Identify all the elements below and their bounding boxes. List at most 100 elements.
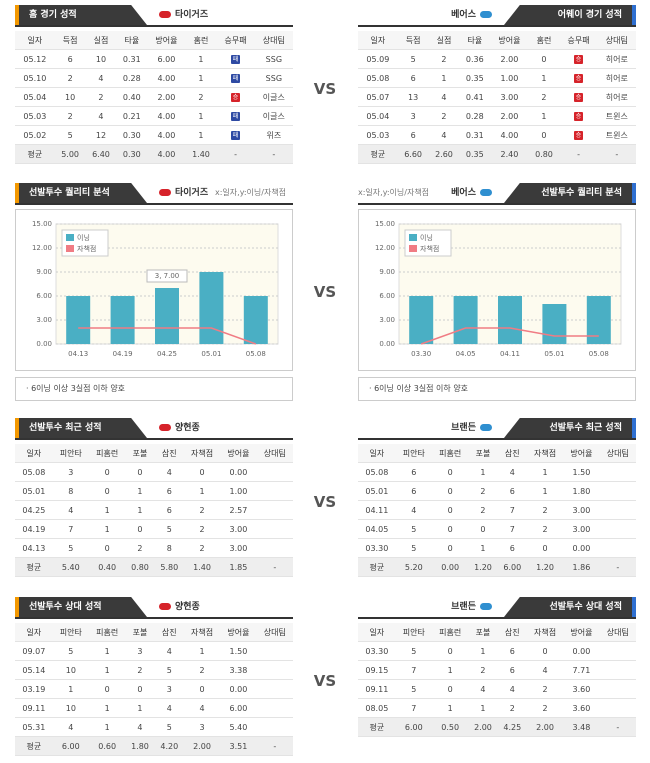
header-cell: 삼진 xyxy=(497,444,527,463)
legend-swatch xyxy=(409,245,417,252)
row: 05.10 2 4 0.28 4.00 1 패 SSG xyxy=(15,68,293,88)
header-cell: 승무패 xyxy=(559,31,598,50)
cell: 승 xyxy=(559,106,598,126)
cell: 1 xyxy=(526,462,564,482)
cell: 6 xyxy=(497,660,527,680)
cell: 3.60 xyxy=(563,679,600,699)
cell: - xyxy=(254,144,293,164)
cell: 0.30 xyxy=(116,144,148,164)
cell: 2.00 xyxy=(147,87,186,107)
cell: 0.35 xyxy=(459,68,491,88)
cell: 0 xyxy=(528,49,560,69)
result-badge: 승 xyxy=(574,93,584,102)
header-cell: 승무패 xyxy=(216,31,255,50)
cell: 1 xyxy=(89,698,126,718)
cell: 2 xyxy=(54,68,86,88)
panel-title: 홈 경기 성적 xyxy=(15,5,147,25)
cell: 4 xyxy=(395,500,432,520)
cell: 5 xyxy=(52,641,89,661)
line xyxy=(420,327,599,345)
cell: 트윈스 xyxy=(597,106,636,126)
cell: 1 xyxy=(125,698,155,718)
cell: 6.00 xyxy=(395,717,432,737)
row: 09.07 5 1 3 4 1 1.50 xyxy=(15,641,293,661)
row: 03.19 1 0 0 3 0 0.00 xyxy=(15,679,293,699)
cell: 04.05 xyxy=(358,519,396,539)
cell: 0 xyxy=(526,641,564,661)
cell: 1.20 xyxy=(468,557,498,577)
cell: 1 xyxy=(183,481,221,501)
cell: 평균 xyxy=(15,557,53,577)
row: 05.07 13 4 0.41 3.00 2 승 히어로 xyxy=(358,87,636,107)
y-tick-label: 12.00 xyxy=(32,244,52,252)
cell xyxy=(599,500,636,520)
team-name: 베어스 xyxy=(451,10,476,20)
cell: 6 xyxy=(397,125,429,145)
cell: 8 xyxy=(52,481,89,501)
cell: 0.50 xyxy=(432,717,469,737)
panel-header: 선발투수 상대 성적 양현종 xyxy=(15,597,293,619)
cell xyxy=(256,500,293,520)
header-cell: 일자 xyxy=(15,444,53,463)
row: 04.19 7 1 0 5 2 3.00 xyxy=(15,519,293,539)
row: 04.11 4 0 2 7 2 3.00 xyxy=(358,500,636,520)
header-cell: 방어율 xyxy=(563,623,600,642)
header-cell: 타율 xyxy=(116,31,148,50)
header-cell: 피홈런 xyxy=(89,623,126,642)
cell: 12 xyxy=(85,125,117,145)
cell xyxy=(256,717,293,737)
y-tick-label: 3.00 xyxy=(379,316,395,324)
cell: 트윈스 xyxy=(597,125,636,145)
y-tick-label: 0.00 xyxy=(36,340,52,348)
cell: 0 xyxy=(183,462,221,482)
cell: 0 xyxy=(526,538,564,558)
cell: 6 xyxy=(497,481,527,501)
stats-table: 일자 피안타 피홈런 포볼 삼진 자책점 방어율 상대팀 05.08 6 0 1 4 1 1.50 05.01… xyxy=(358,444,636,577)
cell: 1 xyxy=(185,49,217,69)
cell: 0 xyxy=(432,641,469,661)
cell: 4 xyxy=(497,462,527,482)
cell xyxy=(256,538,293,558)
legend-label: 자책점 xyxy=(420,244,439,253)
x-tick-label: 04.25 xyxy=(157,350,177,358)
cell: 1 xyxy=(432,698,469,718)
result-badge: 패 xyxy=(231,131,241,140)
cell: 2.60 xyxy=(428,144,460,164)
x-tick-label: 05.08 xyxy=(589,350,609,358)
cell: 4 xyxy=(428,125,460,145)
header-cell: 피안타 xyxy=(52,623,89,642)
cell: 05.07 xyxy=(358,87,398,107)
cell: 1 xyxy=(185,68,217,88)
cell: 2 xyxy=(428,49,460,69)
cell: 05.01 xyxy=(15,481,53,501)
chart-box: 0.00 3.00 6.00 9.00 12.00 15.00 04.13 04.19 04.2… xyxy=(15,209,293,371)
team: 타이거즈 xyxy=(155,183,208,203)
axis-note: x:일자,y:이닝/자책점 xyxy=(215,188,287,197)
header-cell: 피홈런 xyxy=(432,444,469,463)
cell: 05.04 xyxy=(358,106,398,126)
row: 05.01 6 0 2 6 1 1.80 xyxy=(358,481,636,501)
cell: 3.00 xyxy=(563,519,600,539)
y-tick-label: 6.00 xyxy=(36,292,52,300)
cell xyxy=(256,641,293,661)
cell: 6 xyxy=(54,49,86,69)
cell: 2 xyxy=(183,538,221,558)
team-logo xyxy=(480,11,492,18)
cell: 7 xyxy=(52,519,89,539)
cell: 패 xyxy=(216,49,255,69)
legend-label: 자책점 xyxy=(77,244,96,253)
cell: 1.50 xyxy=(563,462,600,482)
team: 베어스 xyxy=(451,183,496,203)
row: 05.03 6 4 0.31 4.00 0 승 트윈스 xyxy=(358,125,636,145)
row: 평균 5.40 0.40 0.80 5.80 1.40 1.85- xyxy=(15,557,293,577)
bar xyxy=(243,296,268,344)
cell: 1.85 xyxy=(220,557,257,577)
header-cell: 자책점 xyxy=(183,444,221,463)
row: 05.14 10 1 2 5 2 3.38 xyxy=(15,660,293,680)
cell: 5 xyxy=(54,125,86,145)
cell: 0.21 xyxy=(116,106,148,126)
header-cell: 방어율 xyxy=(220,623,257,642)
panel-header: 선발투수 최근 성적 브랜든 xyxy=(358,418,636,440)
header-cell: 타율 xyxy=(459,31,491,50)
